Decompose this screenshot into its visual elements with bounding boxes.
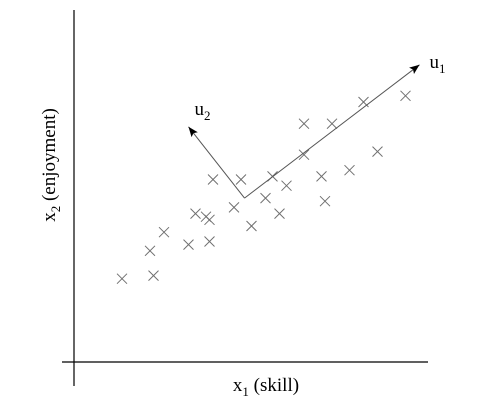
data-point	[200, 211, 212, 223]
data-point	[344, 164, 355, 176]
data-point	[316, 171, 327, 182]
data-point	[319, 195, 331, 207]
data-point	[372, 146, 383, 157]
data-point	[298, 118, 310, 130]
vector-line	[188, 126, 245, 199]
data-points	[116, 90, 411, 285]
vector-u1: u1	[244, 52, 446, 199]
data-point	[246, 220, 257, 232]
data-point	[235, 174, 247, 185]
vectors: u1 u2	[188, 52, 446, 199]
data-point	[326, 118, 338, 130]
data-point	[204, 236, 215, 247]
data-point	[358, 96, 369, 108]
data-point	[116, 273, 128, 285]
y-axis-label: x2 (enjoyment)	[39, 108, 63, 222]
data-point	[400, 90, 411, 102]
vector-label: u2	[195, 99, 211, 123]
data-point	[190, 208, 201, 219]
vector-u2: u2	[188, 99, 245, 199]
data-point	[274, 208, 285, 219]
vector-line	[244, 64, 420, 199]
data-point	[207, 174, 219, 185]
data-point	[298, 149, 310, 161]
data-point	[148, 270, 159, 281]
arrowhead	[409, 64, 420, 75]
data-point	[228, 202, 240, 213]
data-point	[158, 226, 170, 238]
data-point	[260, 192, 271, 204]
data-point	[144, 245, 156, 257]
data-point	[183, 239, 194, 250]
x-axis-label: x1 (skill)	[233, 375, 299, 399]
data-point	[281, 180, 292, 192]
vector-label: u1	[430, 52, 446, 76]
arrowhead	[188, 126, 198, 138]
